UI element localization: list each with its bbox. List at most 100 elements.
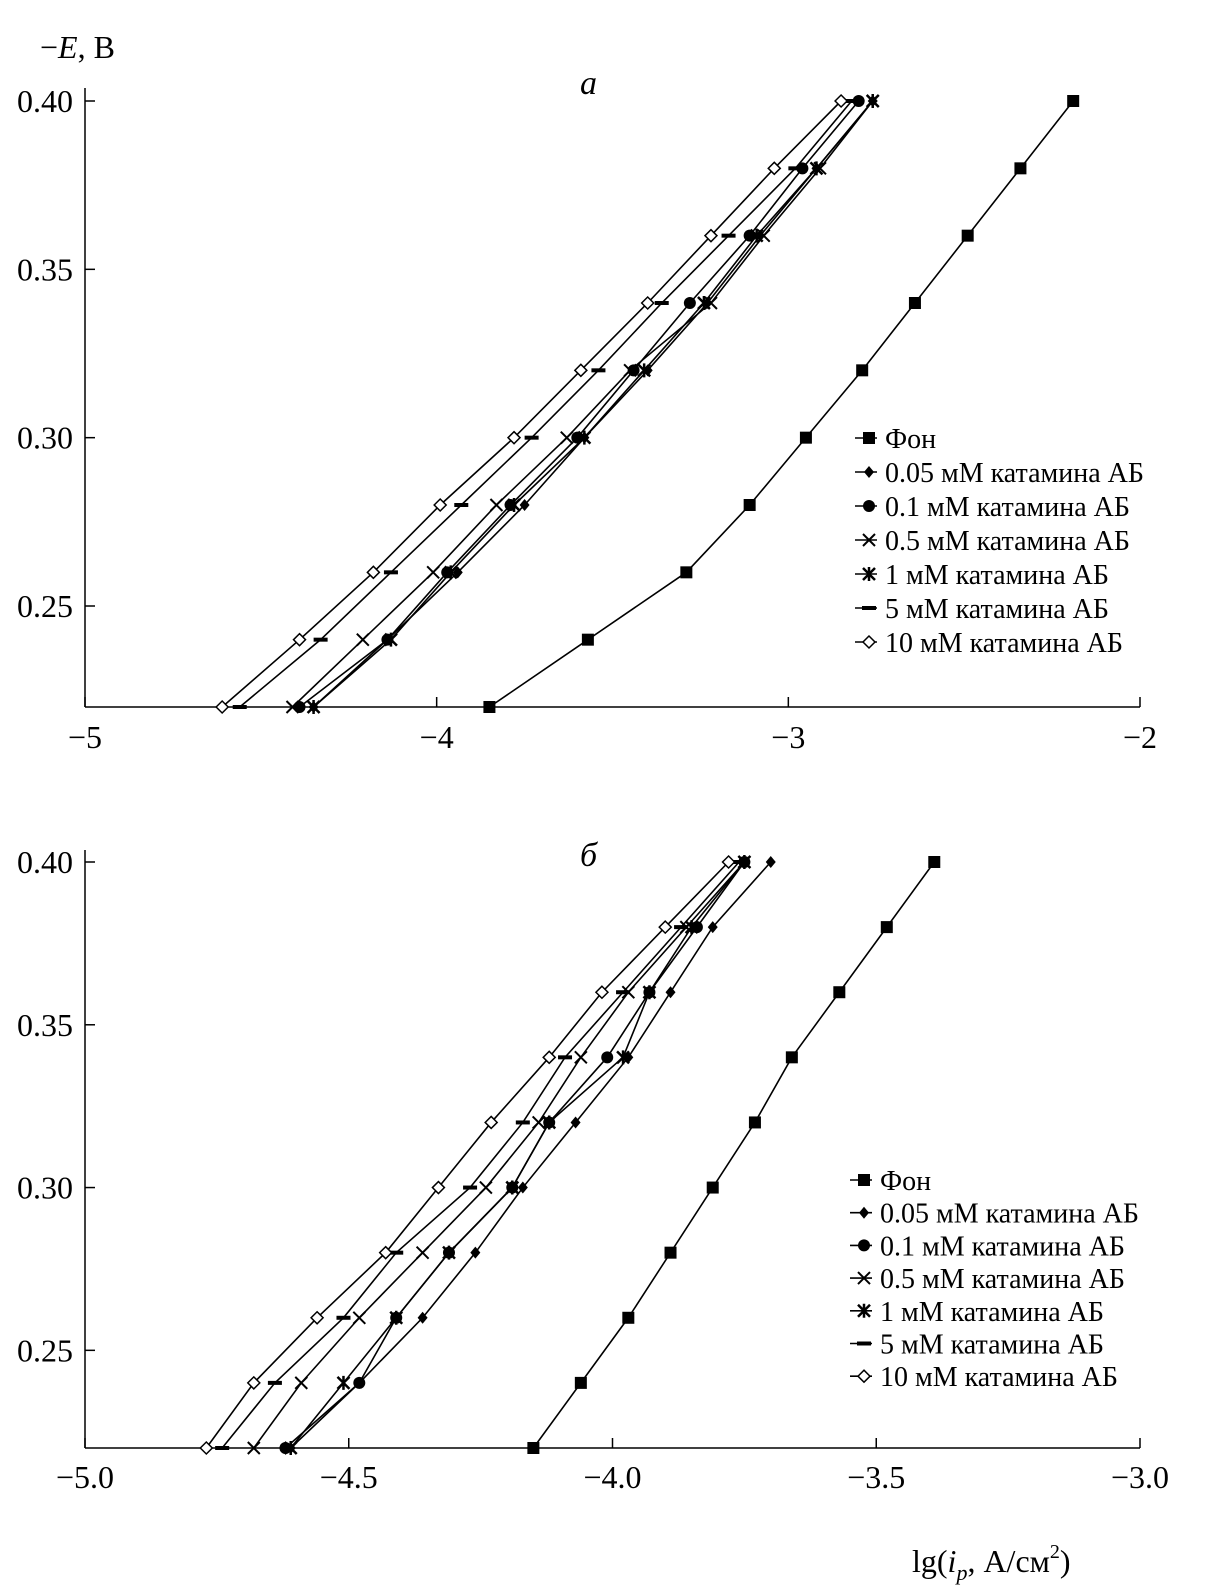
y-axis-label: −E, В <box>40 29 115 65</box>
series-line <box>299 100 860 708</box>
marker-star <box>306 700 321 714</box>
legend-label: 0.1 мМ катамина АБ <box>880 1231 1125 1262</box>
marker-diamond-open <box>378 1245 393 1260</box>
marker-x <box>560 430 574 445</box>
marker-diamond-open <box>703 228 719 243</box>
marker-star <box>507 498 521 512</box>
series-diamond-open <box>199 854 736 1456</box>
series-line <box>290 861 772 1449</box>
marker-square <box>706 1181 719 1194</box>
series-dash <box>232 99 859 709</box>
marker-x <box>294 1376 308 1390</box>
y-tick-label: 0.35 <box>17 1007 73 1043</box>
marker-diamond-open <box>310 1310 325 1325</box>
legend-label: 0.5 мМ катамина АБ <box>880 1264 1125 1295</box>
legend-entry: 10 мМ катамина АБ <box>850 1362 1118 1393</box>
marker-diamond-open <box>861 634 877 650</box>
marker-diamond-open <box>721 854 736 870</box>
marker-star <box>384 632 398 647</box>
series-star <box>283 855 752 1455</box>
marker-diamond-filled <box>470 1246 481 1259</box>
legend-entry: 0.1 мМ катамина АБ <box>850 1231 1125 1262</box>
marker-square <box>581 633 594 646</box>
series-line <box>284 861 746 1449</box>
marker-x <box>247 1441 261 1455</box>
y-tick-label: 0.30 <box>17 1170 73 1206</box>
marker-circle <box>796 162 809 175</box>
marker-diamond-open <box>594 985 610 1000</box>
series-line <box>221 861 740 1449</box>
marker-x <box>623 363 637 378</box>
marker-dash <box>267 1380 282 1385</box>
legend-label: 10 мМ катамина АБ <box>885 628 1123 659</box>
marker-square <box>928 856 941 868</box>
series-diamond-open <box>215 93 849 715</box>
marker-dash <box>844 99 859 103</box>
marker-circle <box>601 1051 614 1064</box>
marker-square <box>799 431 812 444</box>
series-line <box>253 861 745 1449</box>
marker-star <box>809 161 824 176</box>
y-tick-label: 0.30 <box>17 420 73 456</box>
marker-circle <box>858 1239 870 1252</box>
marker-star <box>857 1303 871 1318</box>
marker-star <box>283 1441 298 1455</box>
legend-entry: 0.1 мМ катамина АБ <box>855 492 1130 523</box>
marker-diamond-open <box>767 161 782 176</box>
legend-entry: Фон <box>850 1166 931 1197</box>
marker-square <box>527 1442 540 1454</box>
marker-square <box>664 1246 677 1259</box>
marker-dash <box>654 301 669 305</box>
series-square <box>483 95 1080 713</box>
series-line <box>488 100 1074 708</box>
marker-dash <box>454 503 469 507</box>
x-tick-label: −5.0 <box>56 1459 114 1495</box>
marker-circle <box>627 364 640 377</box>
legend-entry: Фон <box>855 424 936 455</box>
marker-square <box>1067 95 1080 107</box>
series-x <box>247 855 752 1455</box>
marker-x <box>574 1050 588 1065</box>
marker-dash <box>463 1185 478 1190</box>
marker-square <box>880 921 893 934</box>
marker-x <box>862 533 876 547</box>
x-tick-label: −3.5 <box>847 1459 905 1495</box>
marker-diamond-filled <box>517 1181 528 1194</box>
marker-star <box>749 228 764 243</box>
marker-dash <box>215 1446 230 1450</box>
series-line <box>221 100 842 708</box>
legend-label: 0.05 мМ катамина АБ <box>885 458 1144 489</box>
marker-diamond-filled <box>665 986 676 999</box>
marker-x <box>285 700 300 714</box>
marker-star <box>642 985 657 1000</box>
marker-star <box>389 1310 404 1325</box>
legend-label: 5 мМ катамина АБ <box>880 1330 1104 1361</box>
marker-x <box>356 632 370 647</box>
marker-star <box>442 1245 456 1260</box>
marker-diamond-open <box>573 363 588 378</box>
marker-star <box>697 296 711 310</box>
marker-x <box>489 498 504 512</box>
marker-x <box>415 1245 430 1260</box>
series-square <box>527 856 941 1454</box>
legend-label: 10 мМ катамина АБ <box>880 1362 1118 1393</box>
marker-star <box>862 567 876 581</box>
marker-diamond-open <box>640 295 655 311</box>
marker-star <box>616 1050 630 1065</box>
marker-star <box>865 94 880 108</box>
legend-label: 1 мМ катамина АБ <box>885 560 1109 591</box>
marker-x <box>857 1271 871 1285</box>
marker-dash <box>616 990 631 995</box>
marker-square <box>961 229 974 242</box>
marker-square <box>748 1116 761 1129</box>
marker-dash <box>721 233 736 238</box>
marker-star <box>542 1115 557 1130</box>
marker-diamond-open <box>292 632 307 647</box>
legend-entry: 1 мМ катамина АБ <box>850 1297 1104 1328</box>
panel-b: 0.250.300.350.40−5.0 −4.5 −4.0 −3.5 −3.0Фон0… <box>17 844 1169 1495</box>
series-line <box>291 100 874 708</box>
marker-dash <box>558 1055 573 1060</box>
series-line <box>205 861 730 1449</box>
marker-circle <box>353 1376 366 1389</box>
